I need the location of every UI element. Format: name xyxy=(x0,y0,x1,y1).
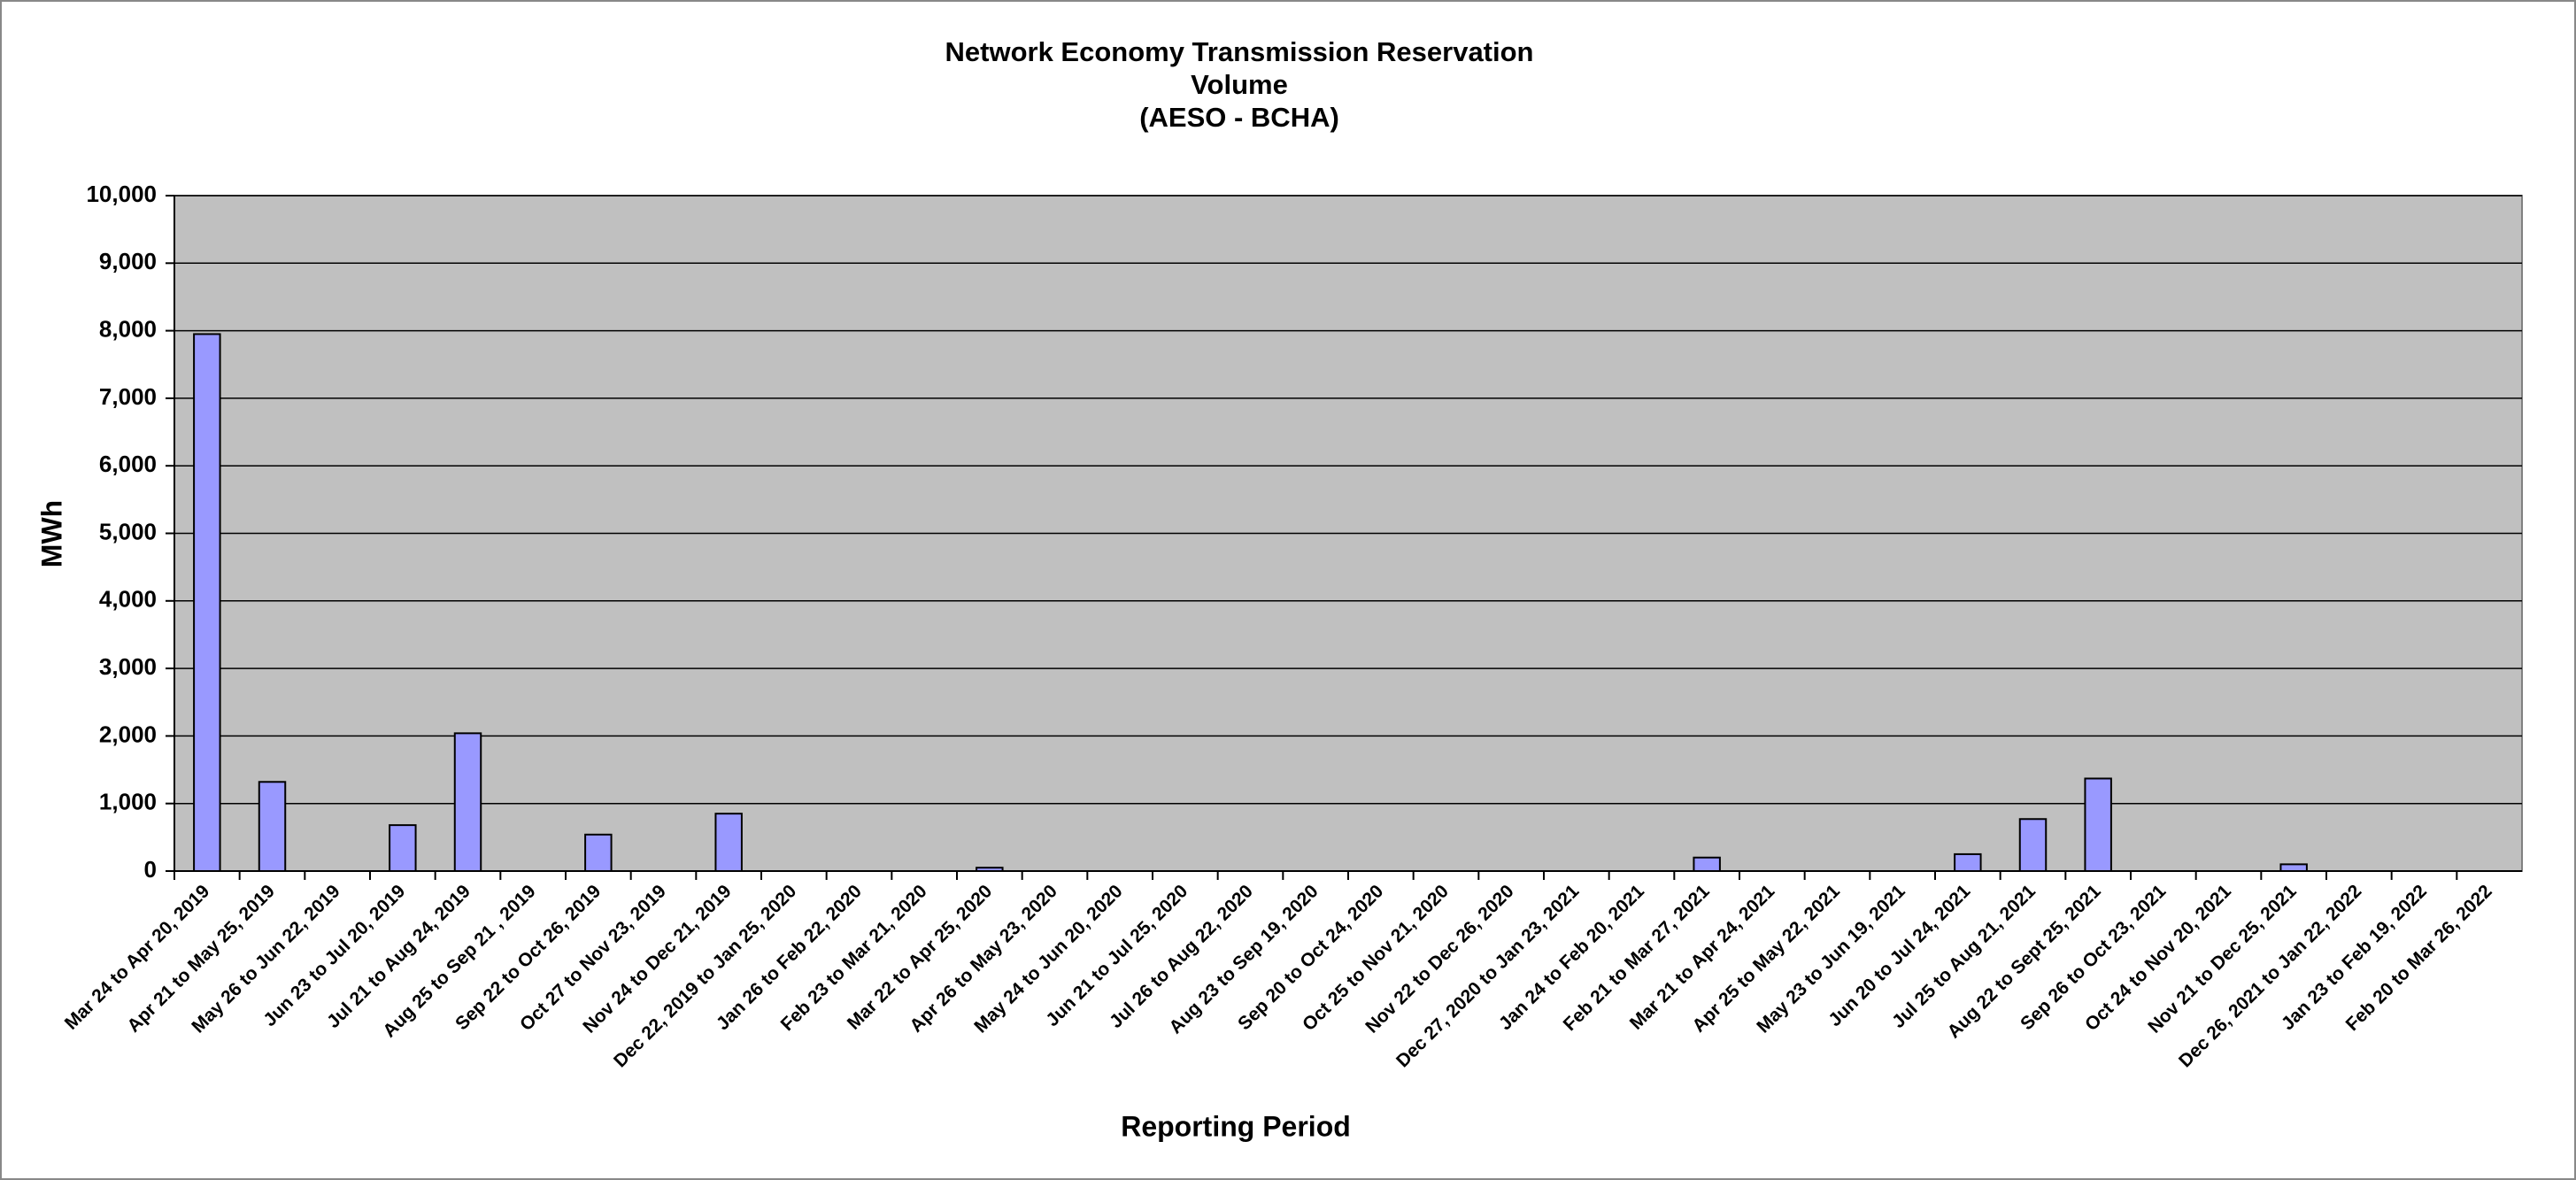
x-axis-label: Reporting Period xyxy=(1121,1110,1351,1142)
chart-title: (AESO - BCHA) xyxy=(1139,102,1339,133)
bar xyxy=(2279,863,2308,872)
y-tick-label: 4,000 xyxy=(99,586,157,613)
y-tick-label: 1,000 xyxy=(99,789,157,815)
bar xyxy=(2018,818,2048,873)
bar xyxy=(714,813,743,873)
bar xyxy=(976,867,1004,872)
bar xyxy=(389,824,417,873)
y-tick-label: 9,000 xyxy=(99,248,157,274)
chart-title: Volume xyxy=(1191,69,1288,100)
bar xyxy=(584,833,613,872)
bar xyxy=(193,333,221,873)
y-tick-label: 2,000 xyxy=(99,721,157,747)
bar xyxy=(2084,777,2112,872)
y-tick-label: 8,000 xyxy=(99,315,157,342)
chart-title: Network Economy Transmission Reservation xyxy=(945,36,1534,67)
y-tick-label: 7,000 xyxy=(99,383,157,410)
bar xyxy=(453,732,482,873)
y-tick-label: 10,000 xyxy=(86,181,157,207)
bar xyxy=(1954,852,1982,872)
y-axis-label: MWh xyxy=(35,500,67,567)
y-tick-label: 0 xyxy=(144,856,157,883)
y-tick-label: 6,000 xyxy=(99,451,157,477)
bar xyxy=(258,781,287,872)
y-tick-label: 3,000 xyxy=(99,653,157,680)
bar xyxy=(1693,856,1721,872)
y-tick-label: 5,000 xyxy=(99,518,157,544)
